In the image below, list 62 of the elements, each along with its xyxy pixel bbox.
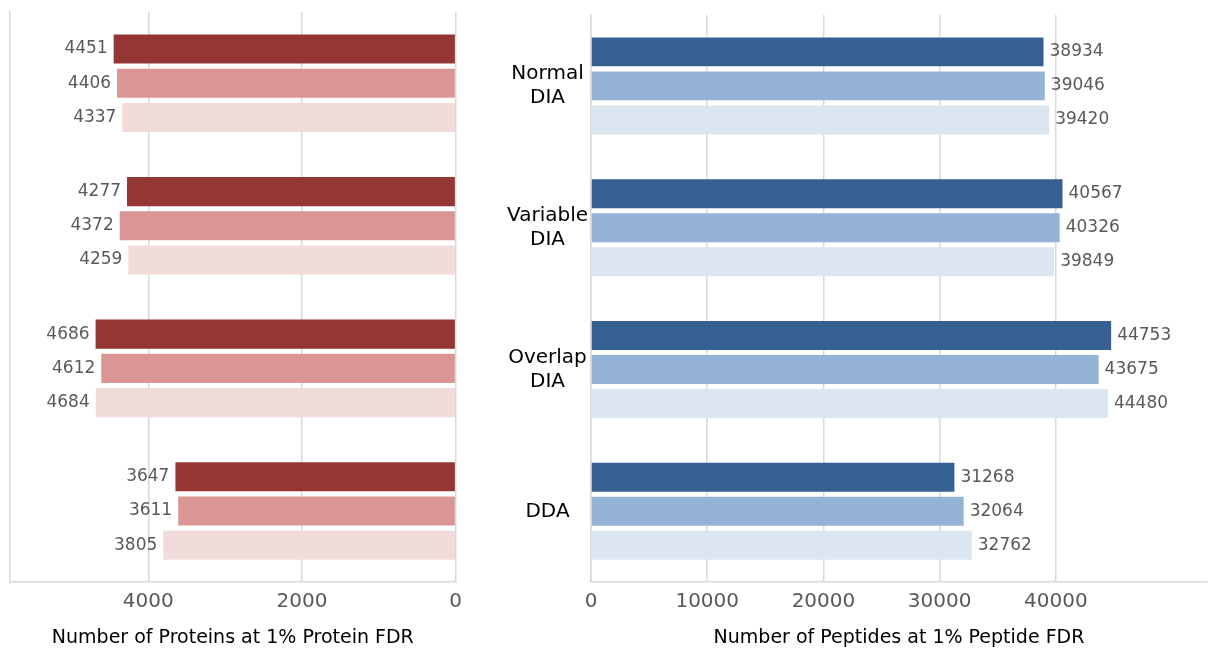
x-tick-label: 4000 <box>122 588 174 613</box>
bar <box>591 496 964 526</box>
x-tick-label: 40000 <box>1024 588 1088 613</box>
data-label: 40567 <box>1068 182 1123 203</box>
bar <box>119 211 455 241</box>
data-label: 39046 <box>1050 74 1105 95</box>
bar <box>101 353 455 383</box>
data-label: 40326 <box>1065 216 1120 237</box>
x-tick-label: 10000 <box>675 588 740 613</box>
bar <box>175 462 455 492</box>
data-label: 38934 <box>1049 40 1104 61</box>
bar <box>128 245 455 275</box>
x-tick-label: 30000 <box>907 588 972 613</box>
bar <box>178 496 455 526</box>
bar <box>591 71 1045 101</box>
bar <box>591 247 1055 277</box>
data-label: 4259 <box>79 248 123 269</box>
bar <box>591 321 1112 350</box>
data-label: 4684 <box>46 391 90 412</box>
x-tick-label: 0 <box>584 588 598 613</box>
data-label: 4406 <box>67 71 112 92</box>
data-label: 4451 <box>64 37 108 58</box>
data-label: 4686 <box>46 322 90 343</box>
bar <box>591 105 1050 135</box>
bar <box>163 530 455 560</box>
y-tick-label: Normal DIA <box>511 60 584 109</box>
data-label: 39849 <box>1060 250 1115 271</box>
bar <box>591 389 1108 418</box>
data-label: 3647 <box>126 465 170 486</box>
x-axis-title: Number of Proteins at 1% Protein FDR <box>51 624 414 647</box>
x-tick-label: 2000 <box>276 588 328 613</box>
bar <box>127 177 455 207</box>
data-label: 4337 <box>73 105 117 126</box>
bar <box>113 34 455 64</box>
data-label: 43675 <box>1104 357 1159 378</box>
data-label: 32762 <box>977 533 1032 554</box>
bar <box>122 102 455 133</box>
bar <box>591 179 1063 209</box>
data-label: 39420 <box>1055 108 1110 129</box>
data-label: 4277 <box>77 180 122 201</box>
y-tick-label: Overlap DIA <box>508 343 587 392</box>
data-label: 3805 <box>114 533 158 554</box>
data-label: 4372 <box>70 214 114 235</box>
bar <box>591 37 1044 67</box>
bar <box>591 213 1060 243</box>
bar <box>95 388 455 418</box>
x-axis-title: Number of Peptides at 1% Peptide FDR <box>713 624 1085 647</box>
bar <box>95 319 455 349</box>
y-tick-label: Variable DIA <box>507 201 588 250</box>
y-tick-label: DDA <box>525 497 570 522</box>
data-label: 3611 <box>128 499 173 520</box>
data-label: 4612 <box>52 356 96 377</box>
data-label: 32064 <box>969 499 1024 520</box>
bar <box>591 355 1099 384</box>
x-tick-label: 0 <box>449 588 462 613</box>
data-label: 44480 <box>1113 391 1169 412</box>
bar <box>591 530 972 560</box>
data-label: 44753 <box>1117 323 1172 344</box>
data-label: 31268 <box>960 465 1015 486</box>
x-tick-label: 20000 <box>791 588 856 613</box>
bar <box>591 462 955 492</box>
bar <box>117 68 455 98</box>
